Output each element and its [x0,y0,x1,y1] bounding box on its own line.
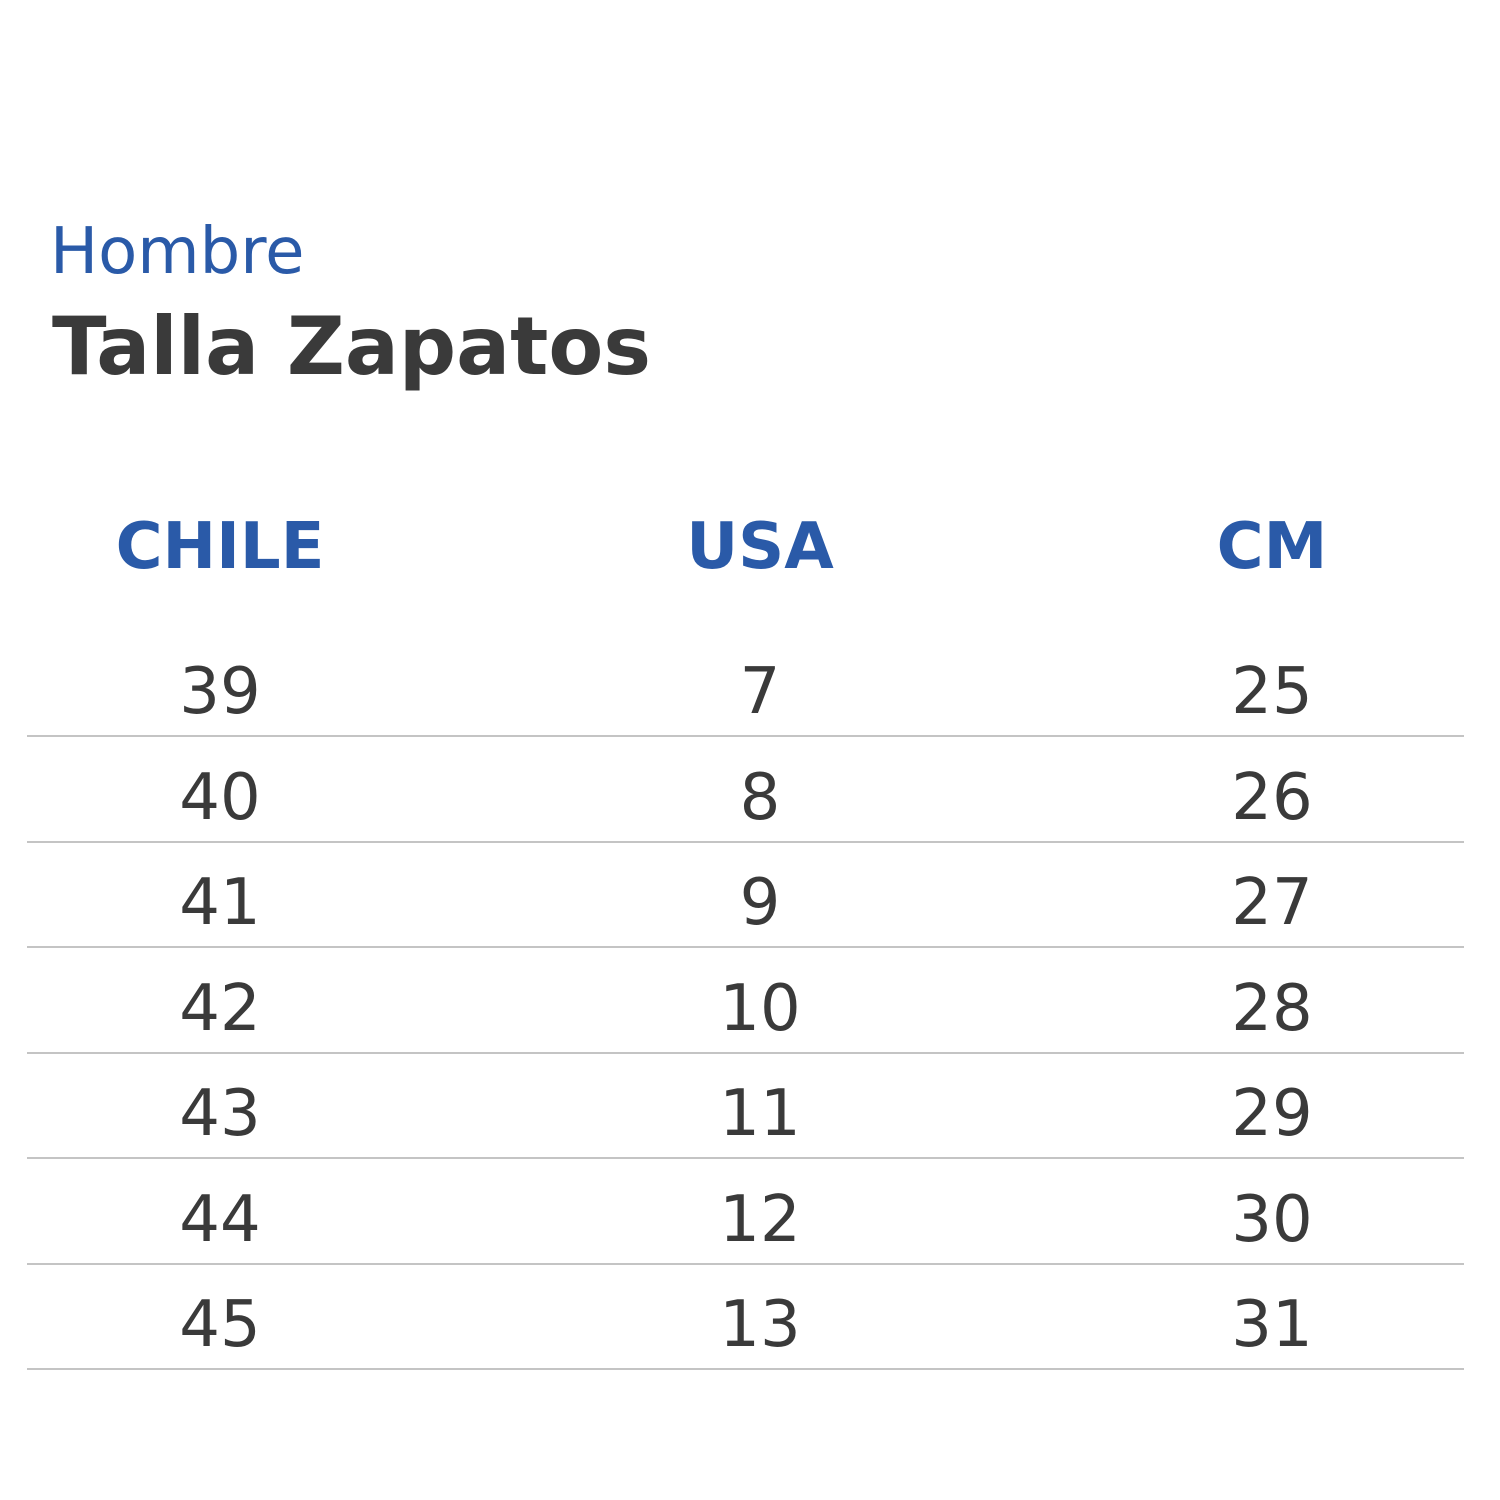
table-cell: 10 [719,971,801,1046]
table-cell: 45 [179,1288,261,1362]
table-cell: 26 [1231,760,1313,835]
table-cell: 9 [739,866,781,940]
table-cell: 13 [719,1288,801,1362]
table-cell: 43 [179,1077,261,1151]
row-divider [27,735,1464,737]
table-cell: 41 [179,866,261,940]
column-header: CHILE [115,510,325,584]
table-cell: 28 [1231,971,1313,1046]
title: Talla Zapatos [52,300,651,393]
row-divider [27,840,1464,843]
row-divider [27,1262,1464,1265]
table-cell: 39 [179,655,261,729]
row-divider [27,946,1464,948]
table-cell: 29 [1231,1077,1313,1151]
subtitle: Hombre [50,215,305,289]
row-divider [27,1157,1464,1159]
table-cell: 40 [179,760,261,835]
table-cell: 42 [179,971,261,1046]
table-cell: 8 [739,760,781,835]
table-cell: 25 [1231,655,1313,729]
table-cell: 44 [179,1182,261,1257]
table-cell: 11 [719,1077,801,1151]
row-divider [27,1368,1464,1370]
table-cell: 30 [1231,1182,1313,1257]
table-cell: 31 [1231,1288,1313,1362]
table-cell: 27 [1231,866,1313,940]
column-header: USA [686,510,834,584]
row-divider [27,1051,1464,1054]
column-header: CM [1216,510,1328,584]
table-cell: 12 [719,1182,801,1257]
table-cell: 7 [739,655,781,729]
